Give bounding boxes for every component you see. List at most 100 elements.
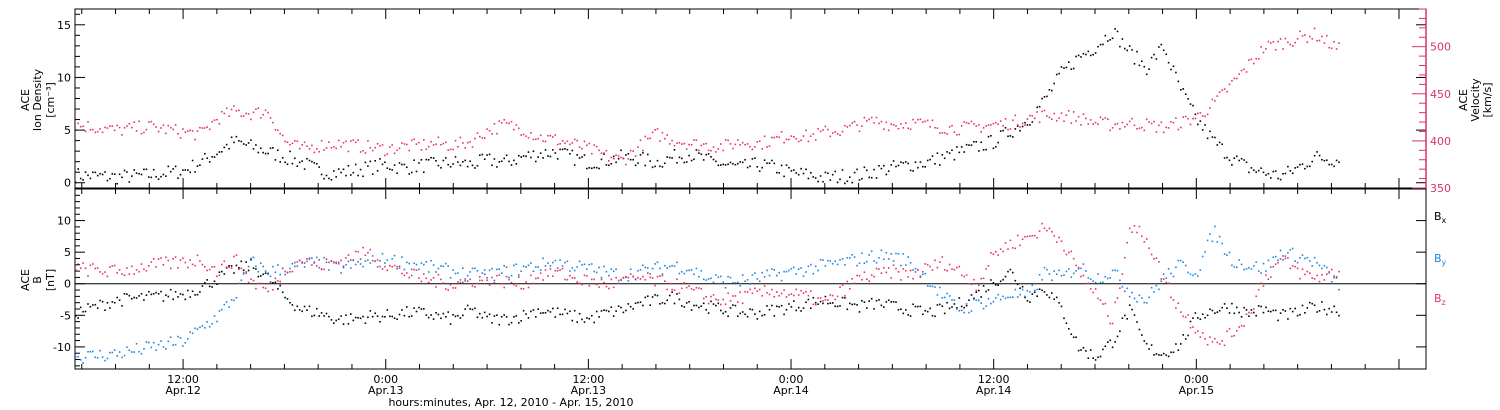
density-point xyxy=(301,160,303,162)
by-point xyxy=(391,258,393,260)
velocity-point xyxy=(644,135,647,138)
bx-point xyxy=(308,305,311,308)
bz-point xyxy=(793,294,795,297)
velocity-point xyxy=(262,113,264,116)
by-point xyxy=(1262,262,1265,265)
velocity-point xyxy=(318,150,320,153)
bx-point xyxy=(827,302,829,305)
density-point xyxy=(269,147,272,150)
time-tick-label-hour: 12:00 xyxy=(167,373,199,386)
bz-point xyxy=(230,267,233,269)
velocity-point xyxy=(77,122,79,125)
velocity-point xyxy=(1058,117,1060,119)
velocity-point xyxy=(532,138,535,141)
bz-point xyxy=(1333,276,1335,279)
density-point xyxy=(104,171,106,173)
velocity-point xyxy=(970,120,973,123)
bz-point xyxy=(184,261,187,264)
by-point xyxy=(213,315,216,317)
bx-point xyxy=(1306,307,1309,309)
density-point xyxy=(936,152,939,154)
velocity-point xyxy=(712,146,715,148)
velocity-point xyxy=(664,137,666,140)
bx-point xyxy=(1124,314,1126,317)
density-point xyxy=(1014,128,1017,130)
velocity-point xyxy=(296,140,299,142)
velocity-point xyxy=(367,140,369,142)
density-point xyxy=(535,160,537,163)
velocity-point xyxy=(999,120,1002,122)
velocity-point xyxy=(148,121,150,123)
velocity-point xyxy=(785,138,788,141)
velocity-point xyxy=(301,144,303,146)
bx-point xyxy=(430,314,432,316)
time-tick-label-date: Apr.13 xyxy=(368,384,404,397)
by-point xyxy=(515,263,518,266)
by-point xyxy=(269,275,272,278)
bx-point xyxy=(532,309,535,311)
velocity-point xyxy=(1187,117,1189,120)
by-point xyxy=(1192,274,1194,277)
bx-point xyxy=(1182,334,1184,336)
density-point xyxy=(1282,173,1284,175)
bz-point xyxy=(1245,313,1248,315)
bx-point xyxy=(1051,292,1053,294)
velocity-point xyxy=(225,107,228,110)
bz-point xyxy=(260,282,262,285)
density-point xyxy=(707,153,710,155)
bz-point xyxy=(274,277,277,280)
density-point xyxy=(717,164,720,167)
velocity-point xyxy=(547,134,549,137)
velocity-point xyxy=(929,126,931,128)
velocity-point xyxy=(1099,116,1102,119)
density-point xyxy=(1289,170,1292,172)
bx-point xyxy=(569,310,571,313)
by-point xyxy=(741,274,744,276)
velocity-point xyxy=(1287,41,1289,44)
density-point xyxy=(744,159,746,161)
density-point xyxy=(82,179,84,181)
by-point xyxy=(1029,291,1031,293)
velocity-point xyxy=(802,135,805,137)
velocity-point xyxy=(1089,119,1092,121)
density-point xyxy=(673,149,676,151)
bx-point xyxy=(992,282,995,284)
bx-point xyxy=(973,297,975,300)
velocity-point xyxy=(941,132,944,134)
velocity-point xyxy=(895,125,897,127)
bx-point xyxy=(437,313,440,316)
bx-point xyxy=(831,302,834,304)
bz-point xyxy=(1184,316,1187,319)
velocity-point xyxy=(165,132,167,135)
velocity-point xyxy=(965,122,968,124)
density-point xyxy=(289,150,291,153)
velocity-point xyxy=(1014,114,1017,117)
bz-point xyxy=(922,271,924,273)
bz-point xyxy=(671,288,673,291)
by-point xyxy=(1004,297,1007,300)
density-point xyxy=(347,165,350,167)
velocity-point xyxy=(831,132,834,134)
bz-point xyxy=(1335,276,1338,278)
by-point xyxy=(673,265,676,267)
bz-point xyxy=(1065,253,1068,256)
by-point xyxy=(637,270,639,272)
density-point xyxy=(228,147,230,150)
by-point xyxy=(386,259,389,261)
by-point xyxy=(152,341,155,344)
velocity-point xyxy=(861,125,863,127)
by-point xyxy=(569,270,571,272)
bx-point xyxy=(333,322,335,324)
by-point xyxy=(1223,253,1226,255)
density-point xyxy=(418,162,420,164)
velocity-point xyxy=(973,123,975,125)
by-point xyxy=(242,271,245,274)
by-point xyxy=(868,254,870,256)
bx-point xyxy=(924,309,926,312)
velocity-point xyxy=(939,132,941,134)
bx-point xyxy=(1053,298,1055,300)
bx-point xyxy=(1170,351,1172,354)
time-tick-label-date: Apr.14 xyxy=(976,384,1012,397)
bx-point xyxy=(702,302,705,305)
bx-point xyxy=(420,308,423,310)
